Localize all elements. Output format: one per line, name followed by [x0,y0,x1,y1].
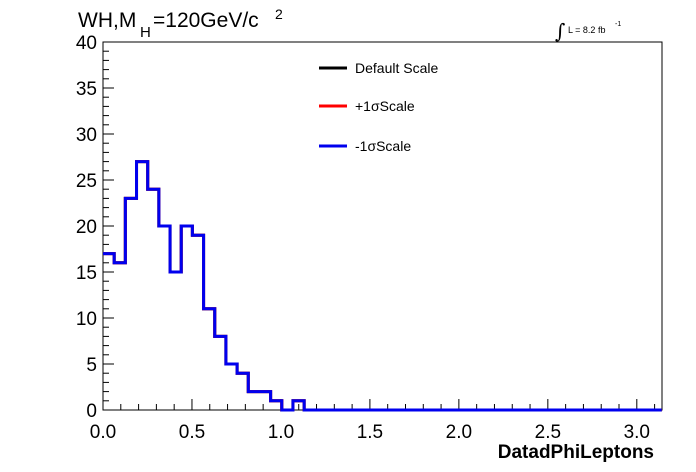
y-tick-label: 0 [86,401,97,422]
lumi-superscript: -1 [615,21,621,28]
title-main: WH,M [78,9,136,32]
series-0-step-line [103,160,662,412]
integral-sign: ∫ [555,19,565,43]
y-tick-label: 30 [76,125,97,146]
title-subscript: H [140,24,151,41]
legend-label-default: Default Scale [355,60,438,76]
x-tick-label: 0.0 [90,422,116,443]
y-tick-label: 5 [86,355,97,376]
lumi-text: L = 8.2 fb [568,25,605,35]
title-rest: =120GeV/c [153,9,259,32]
series-2-step-line [103,160,662,412]
chart-title: WH,M H =120GeV/c 2 [78,6,283,41]
series-1-step-line [103,160,662,412]
y-tick-label: 10 [76,309,97,330]
legend: Default Scale +1σScale -1σScale [319,60,438,154]
y-tick-label: 35 [76,79,97,100]
x-tick-label: 1.0 [268,422,294,443]
y-tick-label: 40 [76,33,97,54]
x-tick-label: 2.5 [535,422,561,443]
title-superscript: 2 [275,6,283,22]
x-tick-label: 1.5 [357,422,383,443]
legend-label-plus1sigma: +1σScale [355,98,415,114]
x-tick-label: 0.5 [179,422,205,443]
x-tick-label: 2.0 [446,422,472,443]
x-axis-label: DatadPhiLeptons [498,442,654,463]
y-tick-label: 15 [76,263,97,284]
ticks-layer: 0.0 0.5 1.0 1.5 2.0 2.5 3.0 0 5 10 15 20 25 30 35 40 [76,33,656,443]
x-tick-label: 3.0 [624,422,650,443]
legend-label-minus1sigma: -1σScale [355,138,411,154]
luminosity-label: ∫ L = 8.2 fb -1 [555,19,621,43]
y-tick-label: 20 [76,217,97,238]
series-layer [103,160,662,412]
y-tick-label: 25 [76,171,97,192]
